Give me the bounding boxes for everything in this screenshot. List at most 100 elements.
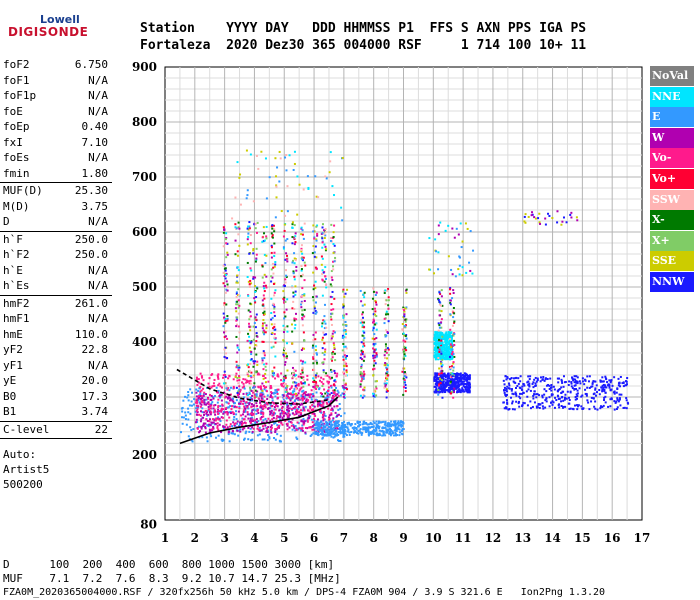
echo-point	[348, 423, 351, 426]
echo-point	[468, 261, 471, 264]
echo-point	[261, 382, 264, 385]
echo-point	[437, 298, 440, 301]
echo-point	[317, 196, 320, 199]
echo-point	[466, 227, 469, 230]
echo-point	[456, 385, 459, 388]
echo-point	[405, 306, 408, 309]
echo-point	[444, 339, 447, 342]
echo-point	[337, 408, 340, 411]
echo-point	[309, 415, 312, 418]
echo-point	[362, 359, 365, 362]
echo-point	[230, 432, 233, 435]
echo-point	[316, 420, 319, 423]
echo-point	[315, 433, 318, 436]
echo-point	[465, 373, 468, 376]
echo-point	[357, 430, 360, 433]
echo-point	[342, 323, 345, 326]
echo-point	[321, 269, 324, 272]
echo-point	[505, 407, 508, 410]
echo-point	[252, 365, 255, 368]
echo-point	[254, 285, 257, 288]
echo-point	[360, 318, 363, 321]
echo-point	[292, 374, 295, 377]
echo-point	[323, 327, 326, 330]
echo-point	[250, 382, 253, 385]
echo-point	[523, 215, 526, 218]
echo-point	[325, 423, 328, 426]
echo-point	[445, 374, 448, 377]
x-tick-label: 3	[220, 531, 228, 545]
echo-point	[454, 377, 457, 380]
echo-point	[608, 384, 611, 387]
echo-point	[599, 407, 602, 410]
echo-point	[313, 386, 316, 389]
echo-point	[312, 245, 315, 248]
echo-point	[336, 426, 339, 429]
echo-point	[284, 156, 287, 159]
echo-point	[252, 247, 255, 250]
echo-point	[345, 347, 348, 350]
echo-point	[232, 421, 235, 424]
echo-point	[506, 376, 509, 379]
auto-scaling-line: Auto:	[3, 448, 37, 461]
echo-point	[453, 355, 456, 358]
param-key: yF1	[3, 358, 23, 372]
echo-point	[220, 431, 223, 434]
echo-point	[359, 373, 362, 376]
echo-point	[280, 400, 283, 403]
echo-point	[390, 420, 393, 423]
echo-point	[380, 430, 383, 433]
echo-point	[222, 331, 225, 334]
echo-point	[287, 404, 290, 407]
echo-point	[545, 384, 548, 387]
echo-point	[443, 346, 446, 349]
echo-point	[386, 428, 389, 431]
echo-point	[449, 386, 452, 389]
echo-point	[235, 335, 238, 338]
echo-point	[184, 395, 187, 398]
echo-point	[404, 320, 407, 323]
echo-point	[361, 372, 364, 375]
echo-point	[196, 427, 199, 430]
echo-point	[322, 411, 325, 414]
echo-point	[206, 424, 209, 427]
echo-point	[447, 255, 450, 258]
echo-point	[438, 333, 441, 336]
echo-point	[266, 403, 269, 406]
echo-point	[209, 407, 212, 410]
echo-point	[182, 399, 185, 402]
echo-point	[384, 313, 387, 316]
param-key: yE	[3, 374, 17, 387]
echo-point	[599, 405, 602, 408]
echo-point	[263, 438, 266, 441]
echo-point	[573, 375, 576, 378]
echo-point	[371, 297, 374, 300]
echo-point	[218, 382, 221, 385]
echo-point	[331, 409, 334, 412]
echo-point	[247, 413, 250, 416]
echo-point	[550, 393, 553, 396]
echo-point	[463, 375, 466, 378]
echo-point	[293, 252, 296, 255]
echo-point	[236, 274, 239, 277]
echo-point	[267, 434, 270, 437]
echo-point	[307, 186, 310, 189]
echo-point	[542, 407, 545, 410]
echo-point	[506, 401, 509, 404]
echo-point	[447, 380, 450, 383]
echo-point	[452, 306, 455, 309]
echo-point	[329, 237, 332, 240]
echo-point	[292, 412, 295, 415]
echo-point	[316, 232, 319, 235]
echo-point	[200, 389, 203, 392]
echo-point	[397, 420, 400, 423]
echo-point	[255, 231, 258, 234]
echo-point	[262, 393, 265, 396]
echo-point	[231, 425, 234, 428]
echo-point	[224, 396, 227, 399]
echo-point	[225, 419, 228, 422]
echo-point	[616, 406, 619, 409]
echo-point	[328, 381, 331, 384]
echo-point	[461, 274, 464, 277]
echo-point	[319, 409, 322, 412]
